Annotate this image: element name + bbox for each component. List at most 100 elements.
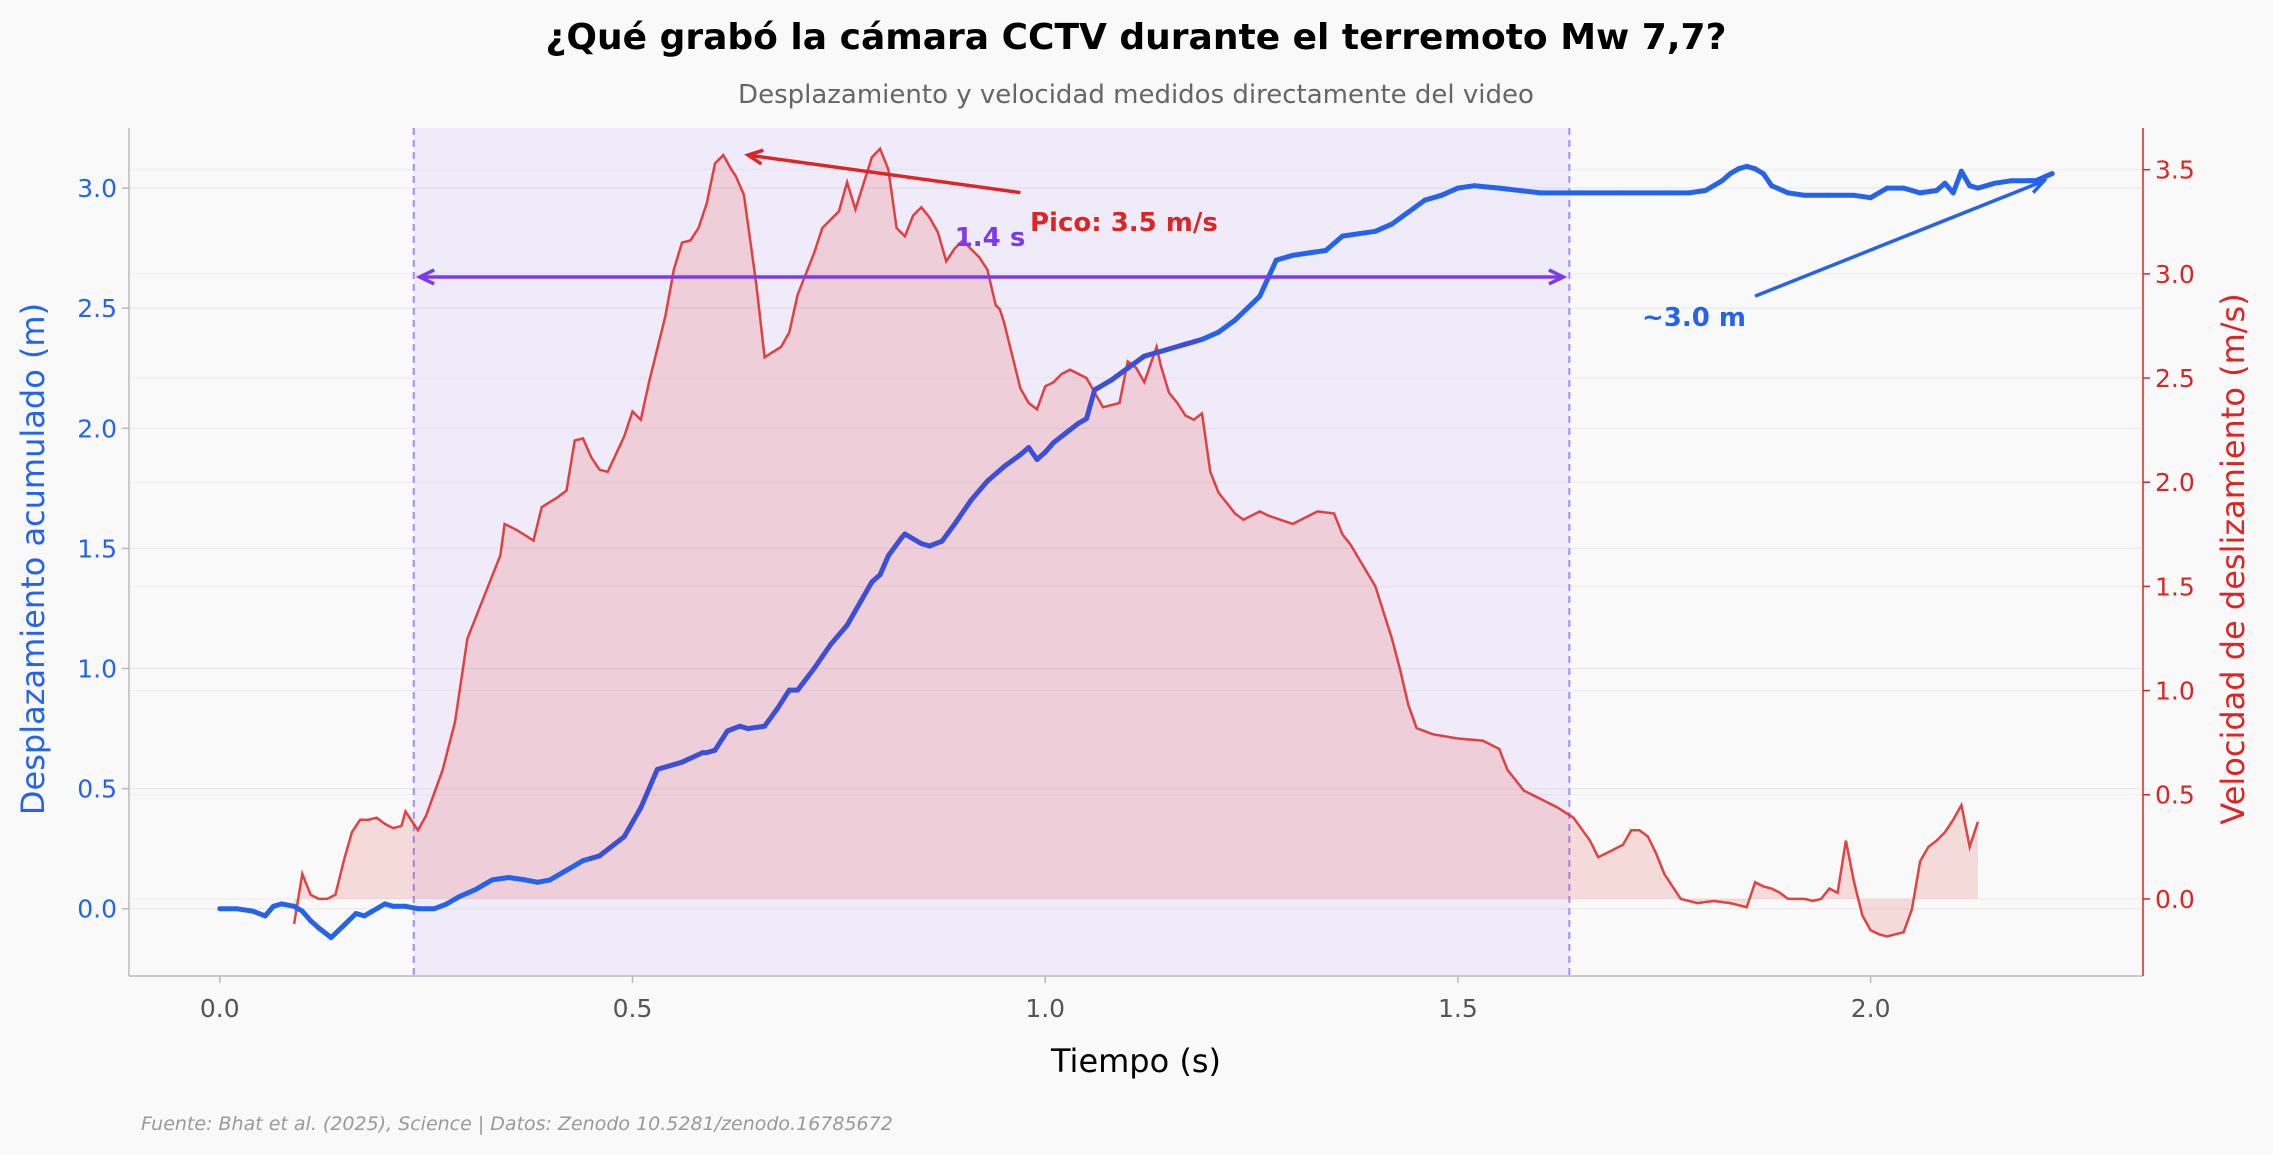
displacement-segment [1001,452,1023,470]
displacement-segment [774,687,792,712]
velocity-series [292,146,1980,938]
y-left-tick-label: 3.0 [77,174,117,203]
displacement-segment [762,706,780,729]
tick-labels: 0.0 0.5 1.0 1.5 2.0 0.0 0.5 1.0 1.5 2.0 2.5 3.0 0.0 0… [77,156,2195,1023]
displacement-segment [951,497,974,527]
displacement-segment [1868,185,1890,201]
displacement-segment [877,553,891,578]
displacement-segment [1323,233,1345,253]
duration-arrow-head [1548,268,1568,286]
duration-label: 1.4 s [955,223,1026,253]
peak-arrow [747,153,1021,195]
displacement-segment [1851,192,1874,201]
displacement-segment [1084,387,1098,422]
x-tick-label: 0.5 [613,994,653,1023]
displacement-segment [1372,221,1395,234]
chart-title: ¿Qué grabó la cámara CCTV durante el ter… [546,17,1727,58]
displacement-segment [844,601,862,628]
displacement-segment [1438,185,1461,198]
displacement-segment [597,834,627,859]
displacement-segment [654,759,685,772]
displacement-segment [1975,180,1997,191]
displacement-segment [1917,188,1940,196]
displacement-segment [1108,365,1131,383]
x-tick-label: 2.0 [1851,994,1891,1023]
total-displacement-arrow [1754,179,2045,298]
plot-area [129,128,2143,976]
y-left-tick-label: 1.5 [77,534,117,563]
displacement-segment [795,666,817,693]
displacement-segment [1455,183,1477,191]
y-right-axis-label: Velocidad de deslizamiento (m/s) [2214,293,2252,824]
displacement-segment [316,925,334,941]
velocity-area [294,148,1978,937]
displacement-segment [1389,209,1411,227]
y-right-tick-label: 0.0 [2155,885,2195,914]
displacement-segment [456,887,479,900]
y-left-tick-label: 0.5 [77,775,117,804]
chart-subtitle: Desplazamiento y velocidad medidos direc… [738,80,1534,110]
footnote: Fuente: Bhat et al. (2025), Science | Da… [141,1113,893,1135]
y-left-tick-label: 1.0 [77,655,117,684]
y-right-tick-label: 2.5 [2155,364,2195,393]
displacement-segment [1273,252,1296,263]
displacement-segment [885,536,904,559]
displacement-segment [1199,329,1221,342]
displacement-segment [1703,178,1725,193]
y-right-tick-label: 3.0 [2155,260,2195,289]
displacement-segment [1785,190,1808,198]
displacement-segment [1141,346,1172,359]
plot-background [129,128,2143,976]
duration-arrow-head [415,268,435,286]
peak-label: Pico: 3.5 m/s [1030,208,1218,238]
displacement-segment [1063,421,1081,436]
displacement-segment [1166,341,1188,352]
displacement-segment [984,464,1007,484]
displacement-segment [1405,197,1428,215]
displacement-segment [902,531,924,547]
displacement-segment [489,875,512,883]
displacement-segment [1471,183,1502,191]
displacement-segment [638,766,660,811]
y-left-tick-label: 2.0 [77,414,117,443]
displacement-segment [328,923,347,941]
displacement-segment [828,622,850,647]
displacement-segment [547,867,569,883]
displacement-segment [1290,250,1312,258]
displacement-segment [679,750,706,765]
x-tick-label: 1.5 [1438,994,1478,1023]
y-left-tick-label: 2.5 [77,294,117,323]
displacement-segment [621,805,644,840]
y-right-tick-label: 0.5 [2155,781,2195,810]
displacement-segment [1306,248,1329,256]
displacement-segment [1422,192,1444,203]
displacement-segment [341,911,359,929]
displacement-segment [745,723,768,732]
rupture-interval-band [413,128,1570,976]
y-right-tick-label: 1.0 [2155,677,2195,706]
displacement-segment [1232,293,1263,323]
y-right-tick-label: 3.5 [2155,156,2195,185]
displacement-segment [712,728,730,753]
peak-arrow-head [744,148,764,166]
displacement-segment [861,579,875,599]
displacement-series [217,163,2055,941]
displacement-segment [506,875,528,883]
displacement-segment [1216,317,1238,335]
x-tick-label: 1.0 [1025,994,1065,1023]
displacement-segment [564,858,586,873]
x-axis-label: Tiempo (s) [1050,1042,1221,1080]
displacement-segment [1991,178,2014,186]
annotations: 1.4 s Pico: 3.5 m/s ~3.0 m [415,148,2048,333]
displacement-segment [1496,185,1543,196]
shaded-interval [412,128,1571,976]
displacement-segment [1769,183,1791,196]
displacement-segment [233,906,256,914]
y-left-axis-label: Desplazamiento acumulado (m) [14,303,52,815]
axes [128,128,2144,977]
displacement-segment [1092,377,1114,393]
total-displacement-label: ~3.0 m [1642,303,1746,333]
total-displacement-arrow-head [2027,177,2048,194]
y-right-tick-label: 2.0 [2155,468,2195,497]
